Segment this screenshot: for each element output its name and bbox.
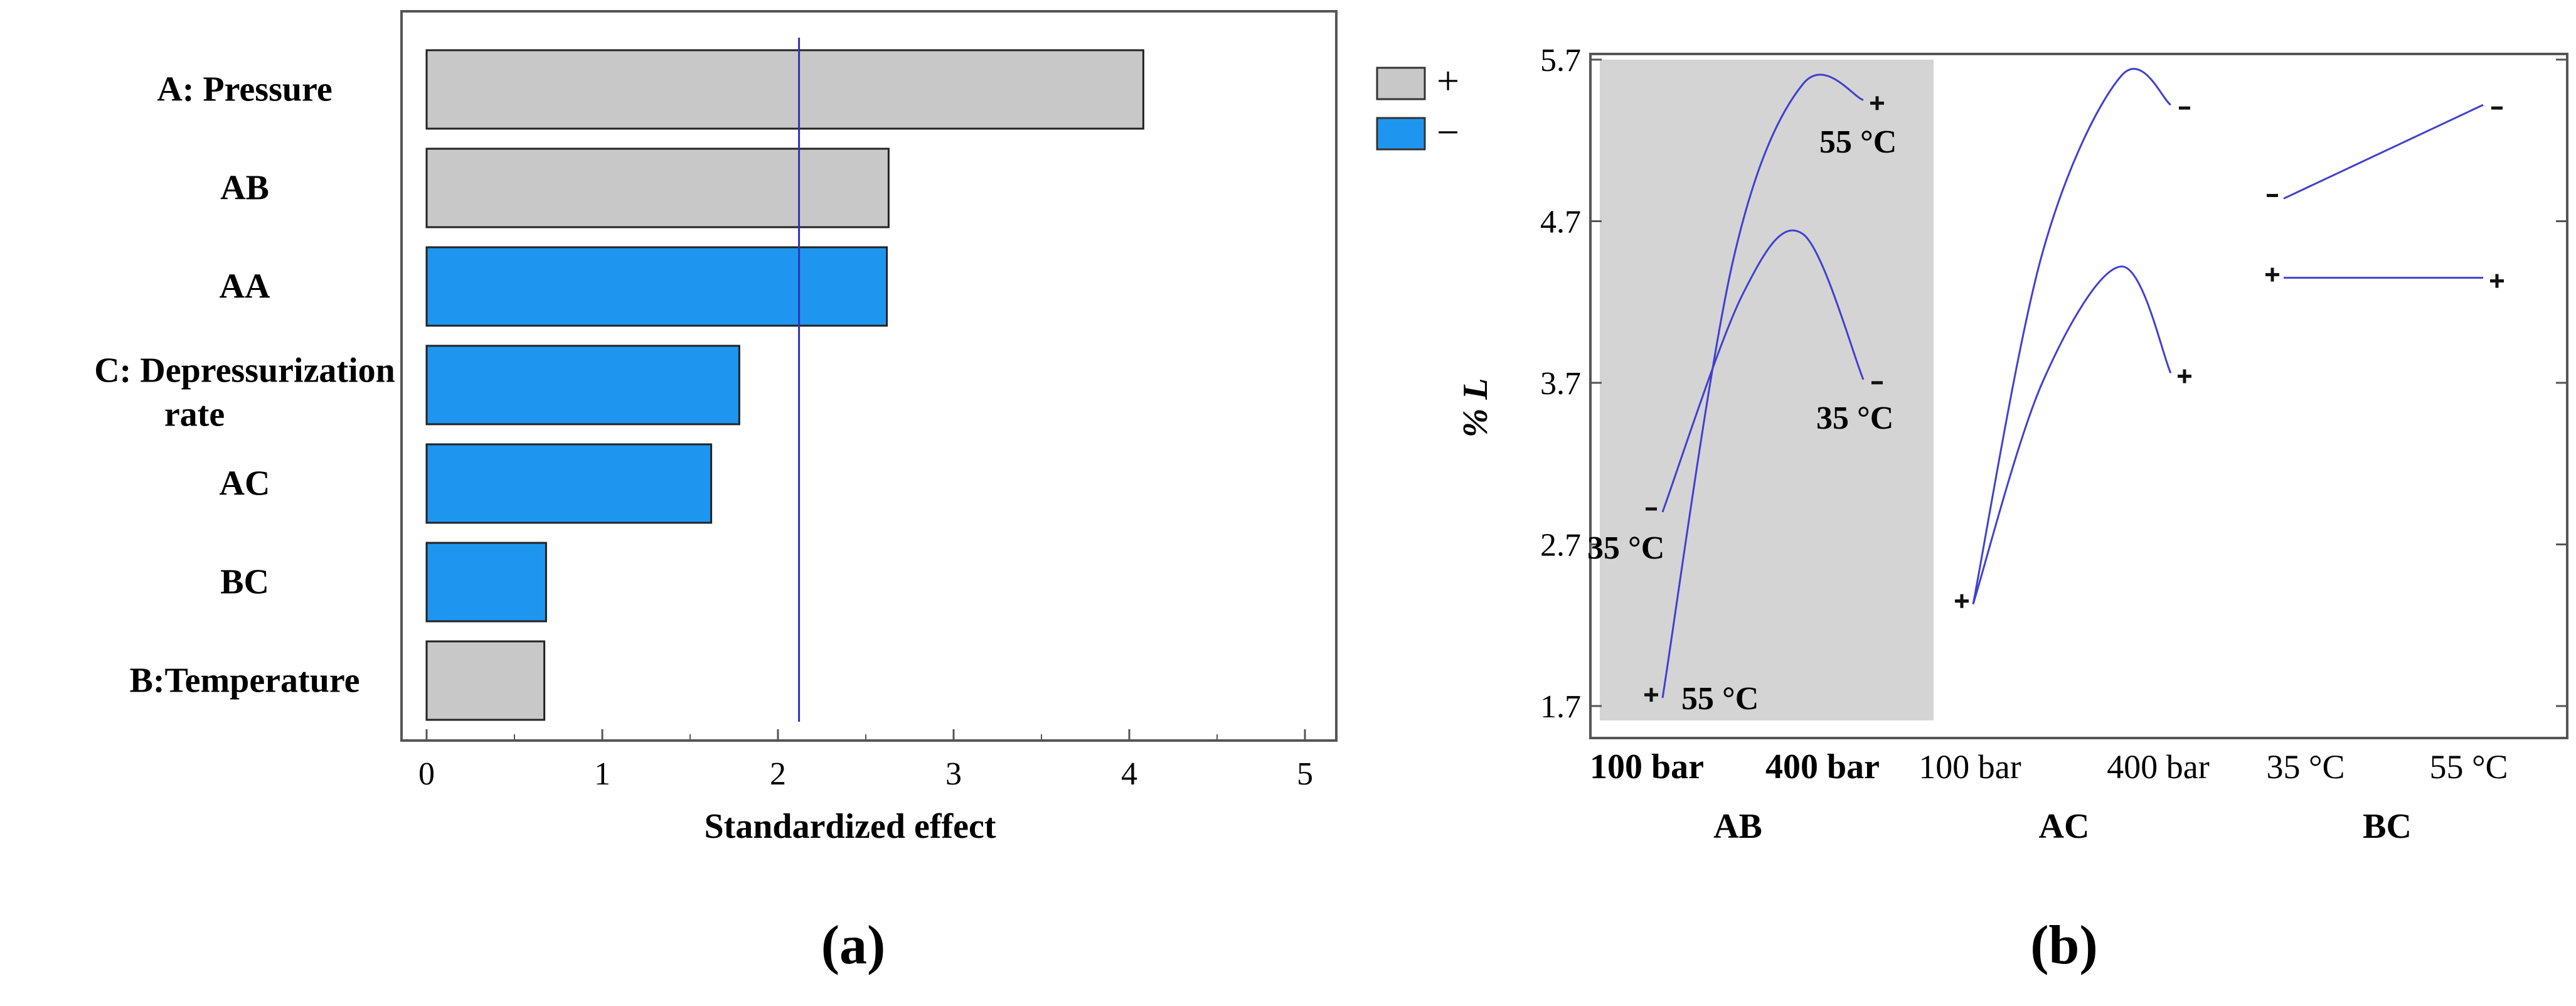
bar-aa xyxy=(425,246,888,327)
ab-shaded-region xyxy=(1600,60,1934,720)
y-tick-label-1-7: 1.7 xyxy=(1540,689,1581,725)
panel-a-category-labels: A: Pressure AB AA C: Depressurization rate AC… xyxy=(94,70,395,700)
end-mark-ab-55-c xyxy=(1870,96,1884,110)
x-tick-label-5: 5 xyxy=(1297,756,1313,792)
bar-b-temperature xyxy=(425,640,546,721)
bar-label-c-depressurization-rate-line2: rate xyxy=(164,395,225,434)
bar-label-aa: AA xyxy=(220,267,270,306)
series-line-ac xyxy=(1972,265,2172,605)
x-label-ac-400bar: 400 bar xyxy=(2107,748,2209,786)
legend-label-plus: + xyxy=(1437,58,1459,103)
panel-a-x-axis: 0 1 2 3 4 5 xyxy=(418,729,1313,792)
x-tick-label-4: 4 xyxy=(1121,756,1137,792)
bar-a-pressure xyxy=(425,49,1144,130)
bar-ac xyxy=(425,443,713,524)
x-tick-label-3: 3 xyxy=(945,756,962,792)
start-mark-ab-55-c xyxy=(1644,688,1658,702)
bar-label-c-depressurization-rate-line1: C: Depressurization xyxy=(94,351,395,390)
x-axis-title: Standardized effect xyxy=(704,807,996,846)
series-line-ab-35-c xyxy=(1661,229,1865,513)
x-label-ab-100bar: 100 bar xyxy=(1590,747,1704,786)
x-label-bc-55c: 55 °C xyxy=(2429,748,2508,786)
legend-swatch-plus xyxy=(1376,67,1426,100)
y-tick-label-5-7: 5.7 xyxy=(1540,43,1581,78)
legend-swatch-minus xyxy=(1376,117,1426,151)
y-tick-label-2-7: 2.7 xyxy=(1540,528,1581,564)
bar-ab xyxy=(425,147,890,228)
y-tick-label-3-7: 3.7 xyxy=(1540,366,1581,402)
panel-b-y-axis: 1.7 2.7 3.7 4.7 5.7 xyxy=(1540,43,2567,725)
x-tick-label-2: 2 xyxy=(770,756,786,792)
annotation-ab-55-top: 55 °C xyxy=(1819,124,1897,160)
x-label-ab-400bar: 400 bar xyxy=(1765,747,1880,786)
group-label-ab: AB xyxy=(1713,807,1762,846)
start-mark-bc xyxy=(2265,267,2279,282)
bar-label-ac: AC xyxy=(220,464,270,503)
annotation-ab-55-bottom: 55 °C xyxy=(1681,681,1759,717)
start-mark-ac xyxy=(1955,594,1969,608)
x-tick-label-1: 1 xyxy=(594,756,610,792)
group-label-bc: BC xyxy=(2363,807,2412,846)
x-tick-label-0: 0 xyxy=(418,756,435,792)
annotation-ab-35-right: 35 °C xyxy=(1816,400,1893,436)
annotation-ab-35-left: 35 °C xyxy=(1587,530,1664,566)
x-label-bc-35c: 35 °C xyxy=(2266,748,2344,786)
panel-a-label: (a) xyxy=(821,915,886,976)
panel-b-frame xyxy=(1589,53,2568,739)
end-mark-bc xyxy=(2490,274,2504,288)
panel-a-bars xyxy=(425,49,1144,721)
legend-label-minus: − xyxy=(1437,110,1459,154)
end-mark-ac xyxy=(2178,369,2191,383)
panel-b-endpoint-marks xyxy=(1644,96,2504,702)
bar-c-depressurization-rate xyxy=(425,345,740,425)
series-line-ab-55-c xyxy=(1661,73,1864,698)
group-label-ac: AC xyxy=(2039,807,2090,846)
panel-b-series-lines xyxy=(1661,68,2484,698)
bar-label-bc: BC xyxy=(220,563,269,602)
bar-bc xyxy=(425,542,547,623)
bar-label-ab: AB xyxy=(220,169,269,208)
bar-label-a-pressure: A: Pressure xyxy=(157,70,332,109)
x-label-ac-100bar: 100 bar xyxy=(1919,748,2021,786)
bar-label-b-temperature: B:Temperature xyxy=(129,661,359,700)
series-line-bc xyxy=(2283,104,2484,200)
y-tick-label-4-7: 4.7 xyxy=(1540,205,1581,240)
y-axis-title: % L xyxy=(1456,378,1495,438)
panel-b-label: (b) xyxy=(2030,915,2098,976)
panel-a-frame xyxy=(400,10,1338,742)
series-line-ac xyxy=(1972,68,2171,605)
